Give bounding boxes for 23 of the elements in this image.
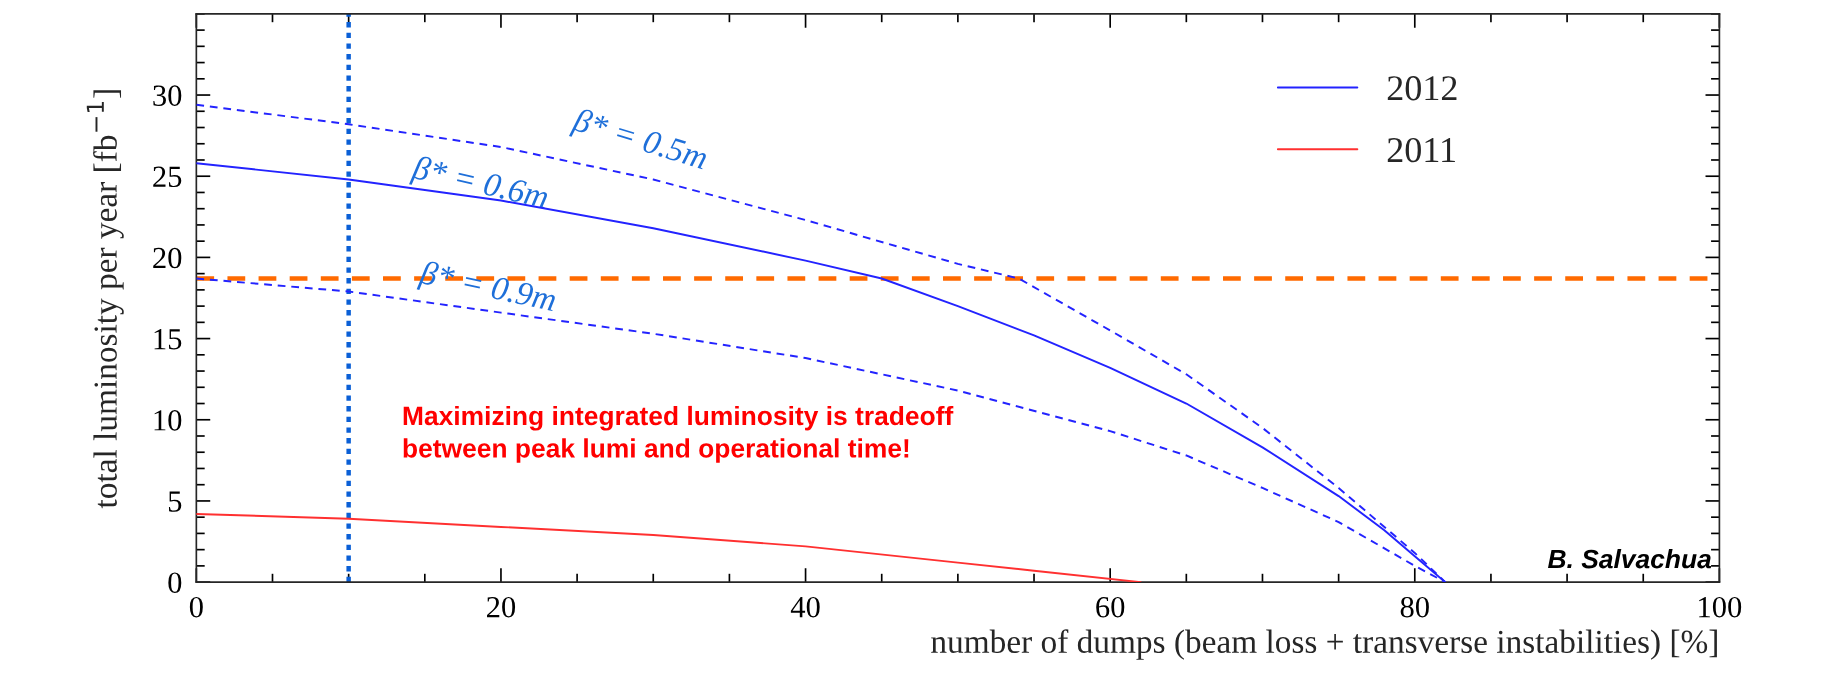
- annotation: β* = 0.6m: [409, 154, 550, 216]
- y-tick-label: 10: [154, 410, 182, 431]
- y-tick-label: 30: [153, 85, 182, 106]
- x-tick-label: 100: [1699, 596, 1742, 618]
- x-tick-label: 20: [487, 596, 516, 618]
- x-axis-title: number of dumps (beam loss + transverse instabilities) [%]: [931, 629, 1717, 660]
- y-tick-label: 20: [153, 247, 182, 269]
- annotation: β* = 0.9m: [416, 259, 558, 318]
- x-tick-label: 40: [790, 596, 820, 618]
- line-series: [196, 512, 1142, 583]
- annotation: B. Salvachua: [1547, 549, 1712, 569]
- y-tick-label: 25: [153, 166, 182, 188]
- x-tick-label: 0: [189, 596, 203, 618]
- y-tick-label: 0: [168, 572, 182, 594]
- y-tick-label: 5: [168, 491, 182, 512]
- x-tick-label: 60: [1096, 596, 1125, 618]
- x-tick-label: 80: [1400, 596, 1429, 618]
- annotation: Maximizing integrated luminosity is tradeoff between peak lumi and operational time!: [403, 405, 954, 463]
- annotation: β* = 0.5m: [568, 106, 710, 177]
- legend-label: 2012: [1387, 76, 1457, 101]
- y-tick-label: 15: [154, 329, 182, 350]
- y-axis-title: total luminosity per year [fb$^{−1}$]: [86, 90, 124, 509]
- legend-label: 2011: [1387, 137, 1455, 163]
